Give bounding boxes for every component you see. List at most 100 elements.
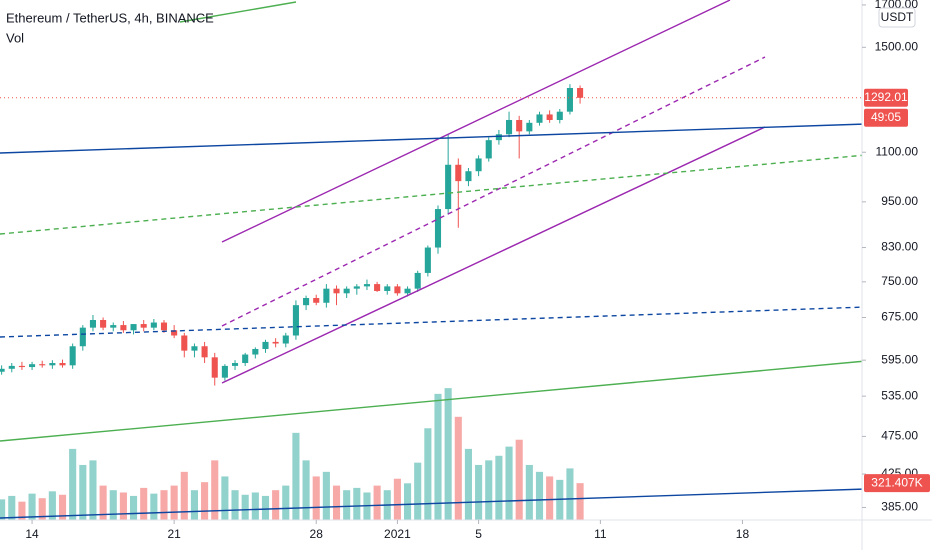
currency-box	[878, 7, 916, 28]
volume-bar	[79, 464, 87, 520]
y-tick-label: 595.00	[881, 352, 918, 366]
x-tick-label: 2021	[384, 527, 411, 541]
candle-body	[181, 335, 188, 351]
trend-line	[0, 154, 867, 235]
candle-body	[546, 114, 553, 120]
candle-body	[394, 286, 401, 294]
volume-bar	[160, 490, 168, 520]
candle-body	[536, 114, 543, 123]
candle-body	[18, 365, 25, 368]
volume-bar	[0, 499, 6, 520]
candle-body	[424, 247, 431, 273]
volume-bar	[130, 495, 138, 520]
countdown-box	[864, 108, 908, 127]
candle-body	[455, 164, 462, 182]
candle-body	[343, 288, 350, 294]
volume-bar	[434, 393, 442, 520]
y-tick-label: 675.00	[881, 310, 918, 324]
channel-bottom	[221, 126, 766, 384]
candle-body	[303, 298, 310, 306]
volume-bar	[302, 460, 310, 520]
candle-body	[201, 346, 208, 358]
volume-bar	[576, 483, 584, 520]
candle-body	[110, 325, 117, 328]
candle-body	[323, 288, 330, 303]
trend-line	[0, 360, 867, 442]
countdown-label: 49:05	[871, 110, 901, 124]
candle-body	[0, 368, 5, 372]
volume-bar	[261, 495, 270, 520]
trend-line	[0, 306, 867, 338]
candle-body	[231, 363, 239, 366]
volume-bar	[180, 471, 188, 520]
y-tick-label: 385.00	[881, 500, 918, 514]
y-tick-label: 475.00	[881, 429, 918, 443]
volume-bar	[343, 490, 351, 520]
candle-body	[8, 365, 15, 369]
last-price-label: 1292.01	[864, 90, 908, 104]
volume-bar	[525, 464, 533, 520]
candle-body	[69, 346, 76, 366]
candle-body	[465, 171, 472, 182]
x-tick-label: 11	[594, 527, 607, 541]
candle-body	[445, 164, 452, 210]
last-price-box	[864, 88, 908, 107]
volume-bar	[546, 476, 554, 520]
channel-top	[221, 0, 731, 243]
volume-label: Vol	[6, 30, 24, 45]
volume-bar	[404, 483, 412, 520]
marks	[0, 84, 584, 520]
drawings	[0, 0, 867, 519]
candle-body	[526, 122, 533, 132]
volume-bar	[201, 482, 209, 520]
candle-body	[150, 322, 157, 328]
volume-bar	[535, 471, 544, 520]
volume-bar	[414, 462, 422, 520]
currency-label: USDT	[881, 10, 914, 24]
volume-bar	[221, 476, 229, 520]
candle-body	[374, 284, 381, 291]
candle-body	[272, 341, 279, 344]
y-tick-label: 750.00	[881, 274, 918, 288]
candle-body	[191, 346, 198, 351]
volume-bar	[251, 492, 259, 520]
y-tick-label: 1700.00	[875, 0, 919, 11]
x-tick-label: 21	[167, 527, 181, 541]
volume-bar	[170, 485, 178, 520]
y-tick-label: 1500.00	[875, 39, 919, 53]
candle-body	[292, 305, 299, 336]
candle-body	[252, 348, 259, 355]
volume-bar	[48, 491, 56, 520]
volume-bar	[373, 485, 381, 520]
volume-bar	[241, 494, 249, 520]
candle-body	[89, 319, 97, 328]
volume-last-box	[864, 474, 930, 493]
volume-bar	[140, 487, 148, 520]
candle-body	[566, 87, 573, 112]
candle-body	[384, 286, 391, 291]
candle-body	[495, 134, 502, 141]
candle-body	[353, 286, 360, 289]
volume-bar	[89, 460, 97, 520]
volume-bar	[190, 490, 198, 520]
candle-body	[49, 363, 56, 366]
volume-bar	[211, 460, 219, 520]
volume-bar	[566, 468, 574, 520]
candle-body	[140, 324, 147, 328]
candle-body	[39, 364, 46, 366]
volume-bar	[272, 490, 280, 520]
y-tick-label: 535.00	[881, 388, 918, 402]
volume-bar	[444, 388, 452, 520]
volume-bar	[58, 494, 67, 520]
candle-body	[556, 111, 563, 120]
x-tick-label: 18	[736, 527, 750, 541]
x-tick-label: 14	[25, 527, 39, 541]
candle-body	[434, 209, 442, 248]
volume-bar	[393, 478, 401, 520]
volume-bar	[322, 471, 330, 520]
volume-bar	[231, 490, 239, 520]
volume-bar	[150, 493, 158, 520]
candle-body	[242, 354, 249, 364]
candle-body	[313, 298, 320, 303]
